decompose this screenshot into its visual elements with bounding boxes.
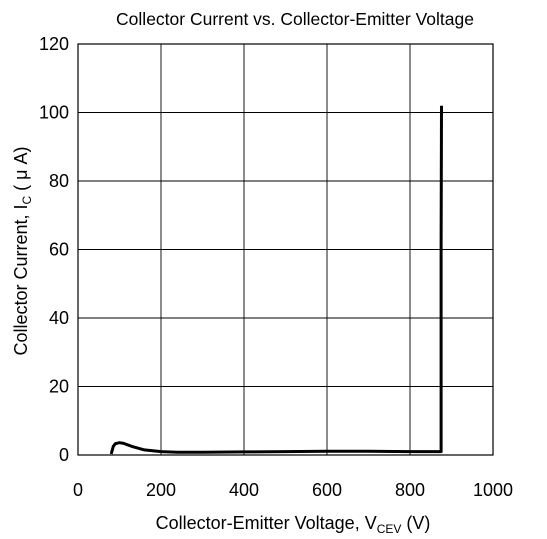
- x-tick-label: 600: [312, 480, 342, 500]
- series-group: [109, 105, 443, 455]
- x-axis-label-unit: (V): [401, 513, 430, 533]
- y-axis-label-unit: ( μ A): [11, 146, 31, 195]
- x-tick-label: 0: [73, 480, 83, 500]
- y-axis-label-subscript: C: [20, 195, 34, 204]
- x-tick-label: 200: [146, 480, 176, 500]
- y-tick-label: 80: [49, 171, 69, 191]
- y-tick-label: 100: [39, 103, 69, 123]
- x-tick-label: 800: [395, 480, 425, 500]
- y-axis-label: Collector Current, IC ( μ A): [11, 146, 34, 355]
- y-tick-label: 60: [49, 240, 69, 260]
- x-tick-labels: 0 200 400 600 800 1000: [73, 480, 513, 500]
- x-axis-label-main: Collector-Emitter Voltage, V: [156, 513, 377, 533]
- y-tick-label: 120: [39, 34, 69, 54]
- x-axis-label: Collector-Emitter Voltage, VCEV (V): [156, 513, 431, 536]
- plot-area: [77, 43, 494, 456]
- y-tick-label: 0: [59, 445, 69, 465]
- x-tick-label: 1000: [473, 480, 513, 500]
- y-tick-label: 20: [49, 377, 69, 397]
- x-axis-label-subscript: CEV: [377, 522, 402, 536]
- y-axis-label-main: Collector Current, I: [11, 204, 31, 355]
- y-tick-labels: 0 20 40 60 80 100 120: [39, 34, 69, 465]
- x-tick-label: 400: [229, 480, 259, 500]
- grid: [78, 44, 493, 455]
- chart-title: Collector Current vs. Collector-Emitter …: [116, 9, 474, 29]
- series-line-1: [109, 105, 443, 455]
- y-tick-label: 40: [49, 308, 69, 328]
